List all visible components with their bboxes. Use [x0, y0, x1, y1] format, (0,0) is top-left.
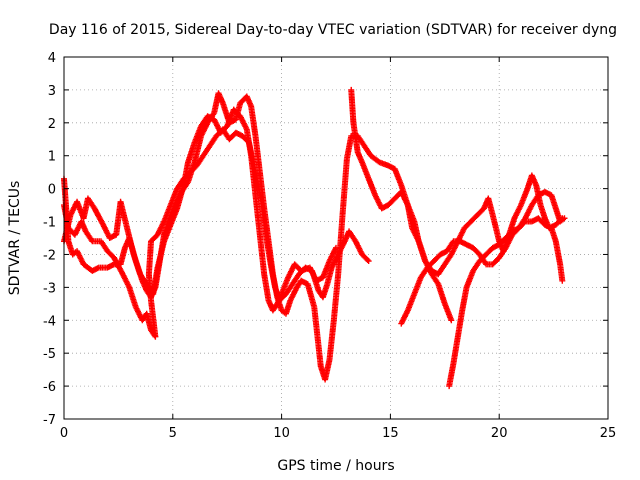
- x-tick-label: 0: [60, 426, 68, 441]
- data-series: [446, 188, 568, 390]
- axis-ticks: [63, 56, 609, 420]
- data-series: [348, 86, 566, 278]
- x-tick-label: 10: [273, 426, 290, 441]
- y-axis-label: SDTVAR / TECUs: [7, 181, 23, 296]
- x-tick-labels: 0 5 10 15 20 25: [60, 426, 616, 441]
- y-tick-labels: -7 -6 -5 -4 -3 -2 -1 0 1 2 3 4: [43, 51, 56, 428]
- x-axis-label: GPS time / hours: [277, 458, 394, 474]
- plus-marker: [559, 277, 566, 284]
- chart-title: Day 116 of 2015, Sidereal Day-to-day VTE…: [49, 22, 617, 38]
- data-series: [61, 106, 339, 314]
- plus-marker: [365, 258, 372, 265]
- data-marks: [61, 86, 568, 390]
- y-tick-label: 3: [48, 84, 56, 99]
- plus-marker: [561, 215, 568, 222]
- y-tick-label: -2: [43, 248, 56, 263]
- data-series: [398, 215, 566, 327]
- x-tick-label: 5: [169, 426, 177, 441]
- plot-frame: [63, 56, 609, 420]
- y-tick-label: -7: [43, 413, 56, 428]
- grid-lines: [64, 57, 608, 419]
- y-tick-label: -4: [43, 314, 56, 329]
- y-tick-label: -3: [43, 281, 56, 296]
- x-tick-label: 15: [382, 426, 399, 441]
- y-tick-label: 0: [48, 183, 56, 198]
- plus-marker: [364, 256, 371, 263]
- x-tick-label: 20: [491, 426, 508, 441]
- y-tick-label: -6: [43, 380, 56, 395]
- y-tick-label: 1: [48, 150, 56, 165]
- y-tick-label: -5: [43, 347, 56, 362]
- plus-marker: [448, 317, 455, 324]
- y-tick-label: 2: [48, 117, 56, 132]
- y-tick-label: 4: [48, 51, 56, 66]
- x-tick-label: 25: [600, 426, 617, 441]
- plus-marker: [333, 244, 339, 251]
- y-tick-label: -1: [43, 216, 56, 231]
